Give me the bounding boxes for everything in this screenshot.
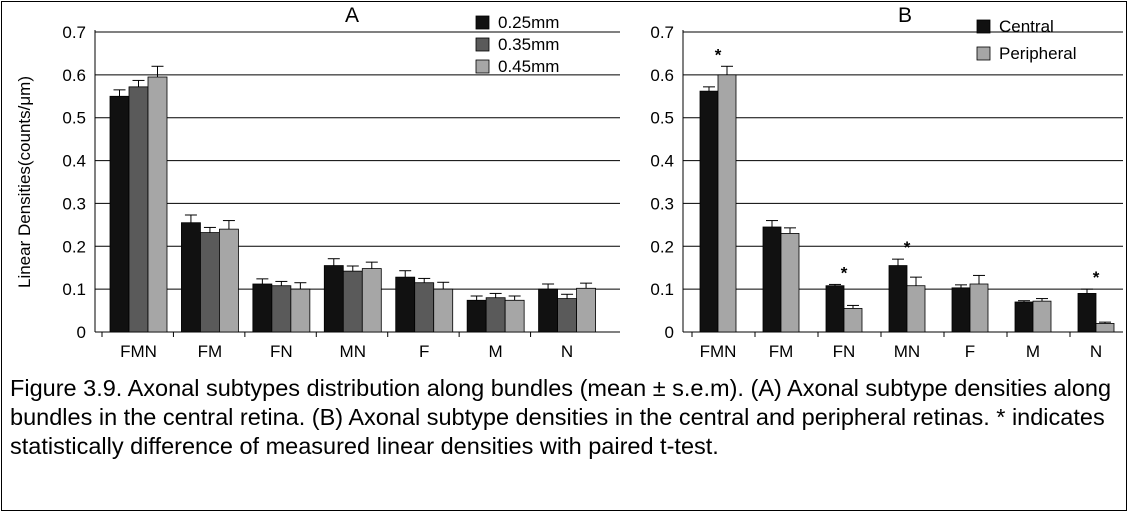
- panel-a-x-tick-label: FM: [198, 342, 223, 361]
- panel-b-x-tick-label: F: [965, 342, 975, 361]
- panel-b-bar: [906, 285, 926, 333]
- panel-a-legend-label: 0.25mm: [498, 13, 559, 32]
- panel-a-bar: [395, 276, 416, 333]
- figure-caption: Figure 3.9. Axonal subtypes distribution…: [10, 375, 1112, 459]
- panel-a-y-tick-label: 0.2: [62, 237, 86, 256]
- y-axis-label: Linear Densities(counts/μm): [15, 76, 34, 288]
- panel-b-significance-mark: *: [841, 263, 848, 282]
- panel-b-legend-swatch: [976, 19, 991, 34]
- panel-a-bar: [538, 288, 558, 333]
- panel-b-y-tick-label: 0.3: [650, 194, 674, 213]
- panel-a-x-tick-label: F: [419, 342, 429, 361]
- panel-a-x-tick-label: MN: [340, 342, 366, 361]
- panel-a-legend-label: 0.35mm: [498, 35, 559, 54]
- panel-b-significance-mark: *: [904, 238, 911, 257]
- panel-a-bar: [128, 86, 149, 333]
- panel-a-bar: [200, 232, 220, 333]
- panel-a-x-tick-label: FMN: [120, 342, 157, 361]
- panel-a-bar: [504, 299, 525, 333]
- panel-b-bar: [1077, 293, 1097, 333]
- panel-a-bar: [342, 270, 363, 333]
- panel-b-x-tick-label: FN: [833, 342, 856, 361]
- panel-a-x-tick-label: M: [489, 342, 503, 361]
- panel-a-bar: [576, 287, 596, 333]
- panel-a-y-tick-label: 0.3: [62, 194, 86, 213]
- panel-a-bar: [271, 285, 292, 333]
- panel-b-y-tick-label: 0.2: [650, 237, 674, 256]
- panel-b-x-tick-label: N: [1090, 342, 1102, 361]
- panel-b-bar: [969, 283, 989, 333]
- panel-a-y-tick-label: 0.1: [62, 280, 86, 299]
- panel-b-x-tick-label: FM: [769, 342, 794, 361]
- panel-a-legend-swatch: [475, 59, 490, 74]
- panel-a-bar: [219, 228, 239, 333]
- panel-b-bar: [1095, 323, 1115, 333]
- panel-b-bar: [1032, 300, 1052, 333]
- panel-a-bar: [557, 298, 577, 333]
- panel-a-y-tick-label: 0: [77, 323, 86, 342]
- panel-b-legend-swatch: [976, 46, 991, 61]
- panel-b-y-tick-label: 0.4: [650, 152, 674, 171]
- panel-a-bar: [361, 268, 382, 333]
- panel-a-y-tick-label: 0.7: [62, 23, 86, 42]
- panel-a-bar: [252, 283, 273, 333]
- figure-charts: Linear Densities(counts/μm) 0 0.1 0.2 0.3 0.4…: [15, 4, 1123, 361]
- panel-a-y-tick-label: 0.5: [62, 109, 86, 128]
- panel-b-bar: [762, 226, 782, 333]
- panel-b-x-tick-label: FMN: [700, 342, 737, 361]
- panel-b-y-tick-label: 0: [665, 323, 674, 342]
- panel-b-bar: [843, 308, 863, 333]
- panel-a-bar: [466, 299, 487, 333]
- panel-b-x-tick-label: MN: [894, 342, 920, 361]
- panel-a-bar: [433, 288, 454, 333]
- panel-a-y-tick-label: 0.4: [62, 152, 86, 171]
- panel-a-legend-swatch: [475, 37, 490, 52]
- panel-b-y-tick-label: 0.7: [650, 23, 674, 42]
- panel-b-bar: [699, 90, 719, 333]
- panel-a-label: A: [345, 4, 359, 27]
- panel-a-bar: [323, 265, 344, 333]
- panel-b-y-tick-label: 0.6: [650, 66, 674, 85]
- panel-a-bar: [414, 282, 435, 333]
- panel-a-legend-label: 0.45mm: [498, 57, 559, 76]
- panel-b-significance-mark: *: [715, 45, 722, 64]
- panel-b-bar: [717, 74, 737, 333]
- panel-b-bar: [780, 233, 800, 333]
- panel-a-legend-swatch: [475, 15, 490, 30]
- panel-b-bar: [1014, 301, 1034, 333]
- panel-b-bar: [825, 285, 845, 333]
- panel-b-x-tick-label: M: [1026, 342, 1040, 361]
- panel-a-y-tick-label: 0.6: [62, 66, 86, 85]
- panel-b-bar: [888, 265, 908, 333]
- panel-a-bar: [109, 95, 130, 333]
- panel-b-label: B: [898, 4, 912, 27]
- panel-b-legend-label: Peripheral: [999, 44, 1077, 63]
- panel-a-x-tick-label: FN: [270, 342, 293, 361]
- panel-a-bar: [290, 288, 311, 333]
- panel-b-y-tick-label: 0.1: [650, 280, 674, 299]
- panel-b-legend-label: Central: [999, 17, 1054, 36]
- panel-a-bar: [485, 297, 506, 333]
- panel-a-bar: [147, 76, 168, 333]
- panel-a-bar: [181, 222, 201, 333]
- panel-b-bar: [951, 287, 971, 333]
- panel-b-y-tick-label: 0.5: [650, 109, 674, 128]
- panel-a-x-tick-label: N: [561, 342, 573, 361]
- panel-b-significance-mark: *: [1093, 268, 1100, 287]
